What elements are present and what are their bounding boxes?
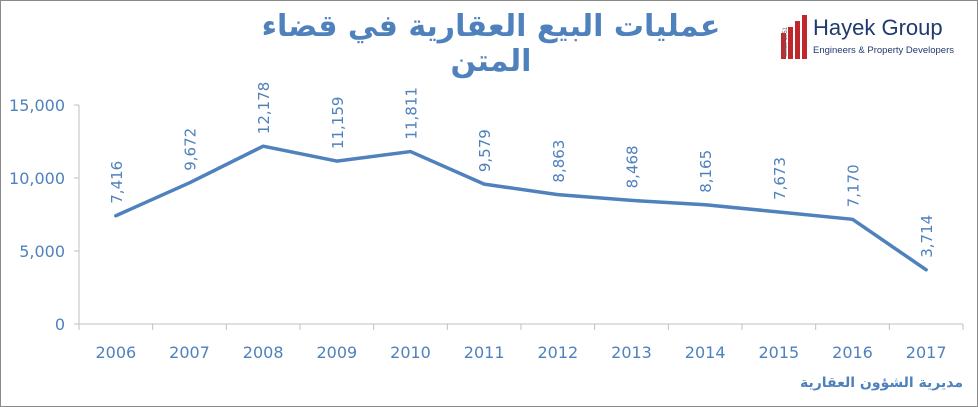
data-label: 8,165 [697,150,715,193]
data-label: 9,579 [476,129,494,172]
data-label: 3,714 [918,215,936,258]
x-tick-label: 2013 [611,343,652,362]
data-label: 11,159 [329,97,347,150]
chart-axes [78,105,963,325]
data-label: 7,416 [108,161,126,204]
data-label: 8,468 [624,145,642,188]
logo-mark-icon [781,15,807,59]
company-logo: Since 1951 Hayek Group Engineers & Prope… [777,15,967,75]
data-labels: 7,416 9,672 12,178 11,159 11,811 9,579 8,863 8,… [108,82,936,258]
x-tick-label: 2008 [243,343,284,362]
x-tick-label: 2015 [758,343,799,362]
x-tick-label: 2010 [390,343,431,362]
y-axis-ticks: 0 5,000 10,000 15,000 [9,96,79,334]
data-label: 9,672 [182,128,200,171]
y-tick-label: 5,000 [19,242,65,261]
logo-tagline: Engineers & Property Developers [813,45,954,56]
x-axis-ticks: 2006 2007 2008 2009 2010 2011 2012 2013 2014 2015… [78,324,964,362]
y-tick-label: 0 [55,315,65,334]
data-label: 12,178 [255,82,273,135]
data-label: 7,673 [771,157,789,200]
logo-name: Hayek Group [813,15,943,40]
data-label: 7,170 [845,164,863,207]
data-label: 11,811 [403,87,421,140]
source-note: مديرية الشؤون العقارية [799,375,963,391]
y-tick-label: 10,000 [9,169,65,188]
x-tick-label: 2017 [906,343,947,362]
chart-title: عمليات البيع العقارية في قضاء المتن [261,9,721,79]
series-line [114,144,928,272]
x-tick-label: 2016 [832,343,873,362]
data-label: 8,863 [550,140,568,183]
y-tick-label: 15,000 [9,96,65,115]
x-tick-label: 2011 [464,343,505,362]
x-tick-label: 2007 [169,343,210,362]
x-tick-label: 2012 [537,343,578,362]
series-layer [114,144,928,272]
x-tick-label: 2006 [95,343,136,362]
x-tick-label: 2014 [685,343,726,362]
x-tick-label: 2009 [316,343,357,362]
